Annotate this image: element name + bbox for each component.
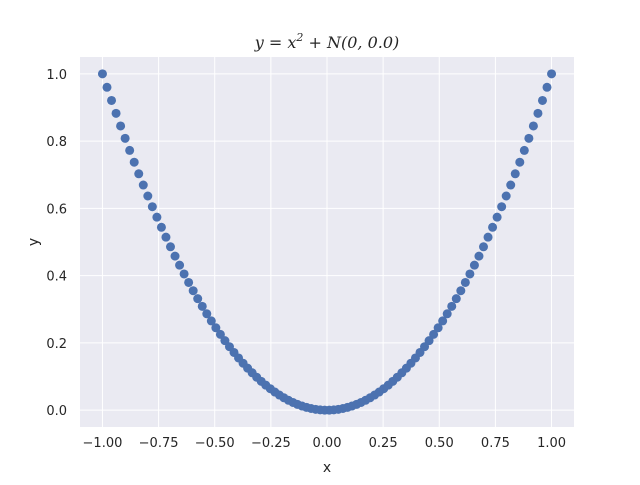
y-tick-label: 0.4 xyxy=(46,270,67,285)
chart-title-main: y = x xyxy=(254,33,297,52)
y-tick-label: 0.6 xyxy=(46,202,67,217)
data-point xyxy=(152,212,162,222)
x-tick-label: −0.25 xyxy=(251,436,291,451)
data-point xyxy=(501,191,511,201)
x-tick-label: −0.75 xyxy=(139,436,179,451)
data-point xyxy=(165,242,175,252)
data-point xyxy=(161,232,171,242)
y-axis-label: y xyxy=(26,238,42,246)
x-tick-label: −0.50 xyxy=(195,436,235,451)
data-point xyxy=(206,316,216,326)
x-tick-label: −1.00 xyxy=(83,436,123,451)
data-point xyxy=(433,323,443,333)
data-point xyxy=(143,191,153,201)
data-point xyxy=(429,329,439,339)
y-tick-label: 1.0 xyxy=(46,68,67,83)
data-point xyxy=(542,82,552,92)
x-tick-labels: −1.00 −0.75 −0.50 −0.25 0.00 0.25 0.50 0.75 1.00 xyxy=(83,436,566,451)
data-points xyxy=(97,69,557,415)
data-point xyxy=(202,309,212,319)
data-point xyxy=(120,133,130,143)
data-point xyxy=(547,69,557,79)
data-point xyxy=(442,309,452,319)
y-tick-label: 0.0 xyxy=(46,404,67,419)
y-tick-label: 0.8 xyxy=(46,135,67,150)
data-point xyxy=(170,251,180,261)
x-tick-label: 0.00 xyxy=(313,436,342,451)
data-point xyxy=(197,301,207,311)
y-tick-label: 0.2 xyxy=(46,337,67,352)
data-point xyxy=(474,251,484,261)
data-point xyxy=(97,69,107,79)
data-point xyxy=(111,108,121,118)
data-point xyxy=(497,202,507,212)
x-tick-label: 0.50 xyxy=(425,436,454,451)
data-point xyxy=(184,277,194,287)
data-point xyxy=(465,269,475,279)
data-point xyxy=(456,286,466,296)
data-point xyxy=(138,180,148,190)
data-point xyxy=(479,242,489,252)
data-point xyxy=(469,260,479,270)
data-point xyxy=(175,260,185,270)
data-point xyxy=(116,121,126,131)
data-point xyxy=(447,301,457,311)
data-point xyxy=(533,108,543,118)
x-tick-label: 0.75 xyxy=(481,436,510,451)
data-point xyxy=(147,202,157,212)
data-point xyxy=(129,157,139,167)
data-point xyxy=(215,329,225,339)
data-point xyxy=(528,121,538,131)
data-point xyxy=(483,232,493,242)
data-point xyxy=(506,180,516,190)
data-point xyxy=(107,95,117,105)
data-point xyxy=(188,286,198,296)
data-point xyxy=(451,294,461,304)
data-point xyxy=(510,169,520,179)
chart-title-rest: + N(0, 0.0) xyxy=(303,33,399,52)
data-point xyxy=(438,316,448,326)
data-point xyxy=(211,323,221,333)
data-point xyxy=(519,145,529,155)
x-tick-label: 0.25 xyxy=(369,436,398,451)
data-point xyxy=(156,222,166,232)
data-point xyxy=(524,133,534,143)
data-point xyxy=(488,222,498,232)
y-tick-labels: 0.0 0.2 0.4 0.6 0.8 1.0 xyxy=(46,68,67,419)
data-point xyxy=(125,145,135,155)
data-point xyxy=(492,212,502,222)
chart-title-superscript: 2 xyxy=(295,31,303,44)
data-point xyxy=(134,169,144,179)
data-point xyxy=(515,157,525,167)
data-point xyxy=(179,269,189,279)
x-axis-label: x xyxy=(323,460,331,476)
chart-title: y = x2 + N(0, 0.0) xyxy=(254,31,400,52)
data-point xyxy=(102,82,112,92)
data-point xyxy=(193,294,203,304)
data-point xyxy=(424,336,434,346)
data-point xyxy=(460,277,470,287)
x-tick-label: 1.00 xyxy=(537,436,566,451)
data-point xyxy=(537,95,547,105)
